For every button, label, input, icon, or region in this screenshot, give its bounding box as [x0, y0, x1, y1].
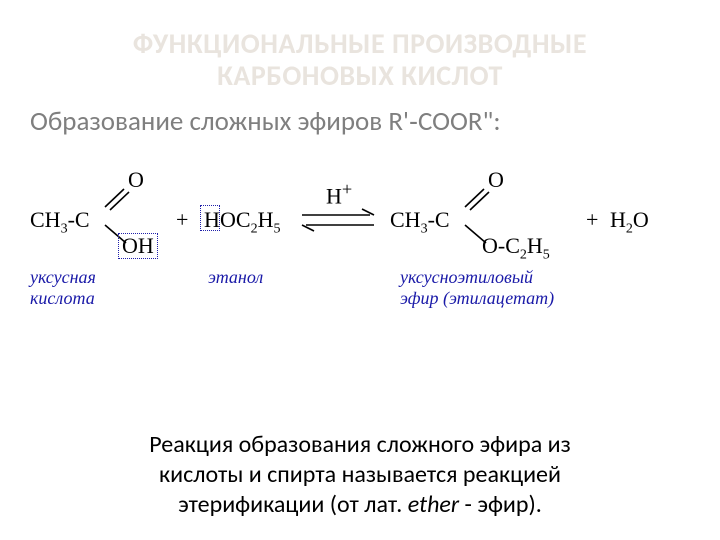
- r1-dash: ‑C: [68, 207, 90, 232]
- h2o: H2O: [610, 207, 649, 237]
- r2-oc: OC: [220, 207, 251, 232]
- p1-ch3-text: CH: [390, 207, 421, 232]
- r1-label: уксусная кислота: [30, 267, 96, 309]
- p1-label-l2: эфир (этилацетат): [400, 288, 554, 309]
- r1-ch3-sub: 3: [61, 221, 68, 236]
- h2o-sub: 2: [626, 221, 633, 236]
- plus2: +: [586, 207, 598, 233]
- title-line2: КАРБОНОВЫХ КИСЛОТ: [30, 60, 690, 92]
- bottom-caption: Реакция образования сложного эфира из ки…: [0, 430, 720, 520]
- p1-sub2: 5: [543, 247, 550, 262]
- p1-sub1: 2: [520, 247, 527, 262]
- r1-ch3: CH3‑C: [30, 207, 90, 237]
- r2-oc2h5: OC2H5: [220, 207, 280, 237]
- p1-ch3: CH3‑C: [390, 207, 450, 237]
- p1-ch3-sub: 3: [421, 221, 428, 236]
- r2-sub1: 2: [251, 221, 258, 236]
- r1-oh-box: [118, 233, 158, 259]
- bottom-l1: Реакция образования сложного эфира из: [60, 430, 660, 460]
- p1-oc2h5: O‑C2H5: [482, 233, 550, 263]
- r1-label-l2: кислота: [30, 288, 96, 309]
- cat-h: H: [326, 183, 342, 208]
- p1-label-l1: уксусноэтиловый: [400, 267, 554, 288]
- catalyst: H+: [326, 179, 352, 209]
- bottom-l3b: - эфир).: [459, 490, 542, 519]
- bottom-l3: этерификации (от лат. ether - эфир).: [60, 490, 660, 520]
- r2-h5h: H: [258, 207, 274, 232]
- h2o-o: O: [633, 207, 649, 232]
- h2o-h: H: [610, 207, 626, 232]
- p1-label: уксусноэтиловый эфир (этилацетат): [400, 267, 554, 309]
- r1-carbonyl-o: O: [128, 167, 144, 193]
- p1-carbonyl-o: O: [488, 167, 504, 193]
- r1-ch3-text: CH: [30, 207, 61, 232]
- bottom-l3em: ether: [408, 490, 459, 519]
- bottom-l2: кислоты и спирта называется реакцией: [60, 460, 660, 490]
- r2-h-box: [200, 205, 220, 231]
- p1-oc: O‑C: [482, 233, 520, 258]
- bottom-l3a: этерификации (от лат.: [178, 490, 408, 519]
- plus1: +: [176, 207, 188, 233]
- slide-title: ФУНКЦИОНАЛЬНЫЕ ПРОИЗВОДНЫЕ КАРБОНОВЫХ КИ…: [30, 28, 690, 92]
- equilibrium-arrows: [298, 207, 378, 233]
- p1-dash: ‑C: [428, 207, 450, 232]
- subtitle: Образование сложных эфиров R'‑COOR":: [30, 106, 690, 138]
- cat-plus: +: [342, 179, 352, 199]
- r2-sub2: 5: [273, 221, 280, 236]
- reaction-scheme: CH3‑C O OH уксусная кислота + H OC2H5 эт…: [30, 175, 690, 325]
- p1-h5h: H: [527, 233, 543, 258]
- r2-label: этанол: [208, 267, 263, 288]
- r1-label-l1: уксусная: [30, 267, 96, 288]
- title-line1: ФУНКЦИОНАЛЬНЫЕ ПРОИЗВОДНЫЕ: [30, 28, 690, 60]
